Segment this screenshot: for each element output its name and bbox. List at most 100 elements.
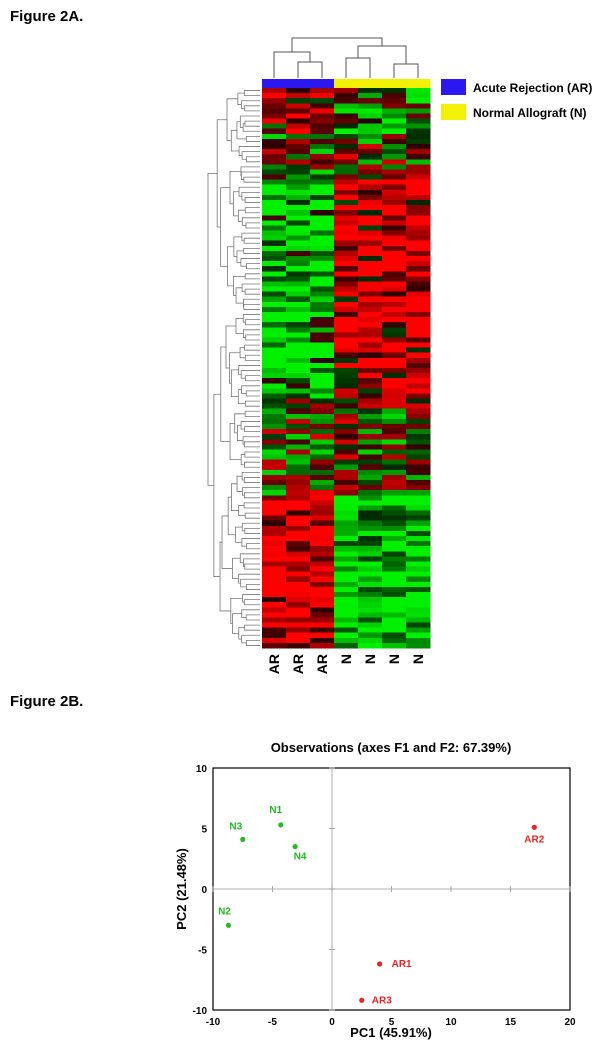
- heatmap-cell: [406, 530, 431, 537]
- heatmap-cell: [310, 424, 335, 430]
- heatmap-cell: [310, 541, 335, 547]
- heatmap-cell: [262, 556, 287, 562]
- heatmap-cell: [310, 434, 335, 440]
- heatmap-cell: [286, 602, 311, 608]
- heatmap-cell: [406, 485, 431, 491]
- heatmap-cell: [358, 98, 383, 104]
- dendrogram-branch: [243, 477, 260, 483]
- heatmap-cell: [286, 276, 311, 282]
- x-tick-label: 0: [329, 1017, 335, 1028]
- heatmap-cell: [310, 296, 335, 303]
- heatmap-cell: [382, 393, 407, 399]
- dendrogram-branch: [236, 250, 244, 263]
- dendrogram-branch: [244, 451, 260, 458]
- dendrogram-branch: [243, 502, 260, 509]
- heatmap-cell: [406, 515, 431, 522]
- heatmap-cell: [406, 378, 431, 384]
- heatmap-cell: [334, 352, 359, 359]
- heatmap-cell: [334, 332, 359, 338]
- heatmap-cell: [310, 607, 335, 613]
- dendrogram-branch: [243, 298, 260, 308]
- heatmap-cell: [262, 118, 287, 124]
- heatmap-cell: [406, 388, 431, 394]
- heatmap-cell: [286, 642, 311, 649]
- heatmap-cell: [334, 485, 359, 491]
- heatmap-cell: [262, 266, 287, 272]
- heatmap-cell: [382, 561, 407, 567]
- heatmap-cell: [382, 368, 407, 374]
- heatmap-cell: [334, 296, 359, 303]
- heatmap-cell: [262, 301, 287, 308]
- heatmap-cell: [286, 362, 311, 369]
- heatmap-cell: [334, 480, 359, 486]
- heatmap-cell: [262, 597, 287, 603]
- heatmap-cell: [406, 230, 431, 236]
- heatmap-cell: [358, 108, 383, 114]
- data-label-n2: N2: [218, 906, 231, 917]
- heatmap-cell: [286, 515, 311, 522]
- dendrogram-branch: [236, 121, 247, 140]
- heatmap-cell: [262, 398, 287, 404]
- heatmap-cell: [286, 429, 311, 435]
- heatmap-cell: [358, 159, 383, 165]
- heatmap-cell: [334, 541, 359, 547]
- heatmap-cell: [310, 449, 335, 455]
- column-group-cell: [286, 79, 311, 88]
- dendrogram-branch: [240, 370, 260, 379]
- heatmap-cell: [382, 495, 407, 501]
- heatmap-cell: [310, 93, 335, 99]
- heatmap-cell: [310, 144, 335, 150]
- heatmap-cell: [358, 352, 383, 359]
- heatmap-cell: [286, 541, 311, 547]
- heatmap-cell: [310, 332, 335, 338]
- heatmap-cell: [382, 220, 407, 226]
- heatmap-cell: [310, 510, 335, 516]
- heatmap-cell: [382, 357, 407, 364]
- heatmap-cell: [334, 429, 359, 435]
- heatmap-cell: [262, 480, 287, 486]
- heatmap-cell: [406, 469, 431, 476]
- dendrogram-branch: [226, 98, 238, 142]
- heatmap-cell: [406, 225, 431, 231]
- heatmap-cell: [358, 637, 383, 644]
- heatmap-cell: [310, 225, 335, 231]
- heatmap-cell: [262, 332, 287, 338]
- heatmap-cell: [334, 383, 359, 389]
- heatmap-cell: [286, 113, 311, 119]
- heatmap-cell: [262, 551, 287, 557]
- heatmap-cell: [334, 225, 359, 231]
- heatmap-cell: [382, 515, 407, 522]
- heatmap-cell: [286, 123, 311, 130]
- heatmap-cell: [334, 388, 359, 394]
- heatmap-cell: [262, 200, 287, 206]
- heatmap-cell: [358, 418, 383, 425]
- heatmap-cell: [382, 536, 407, 542]
- heatmap-cell: [262, 184, 287, 191]
- zero-axes: [212, 767, 571, 1011]
- heatmap-cell: [358, 225, 383, 231]
- heatmap-cell: [382, 322, 407, 328]
- dendrogram-branch: [244, 120, 260, 127]
- heatmap-cell: [310, 561, 335, 567]
- dendrogram-branch: [234, 413, 246, 434]
- heatmap-cell: [334, 306, 359, 313]
- heatmap-cell: [382, 607, 407, 613]
- heatmap-cell: [358, 525, 383, 532]
- dendrogram-branch: [243, 492, 260, 499]
- heatmap-cell: [286, 551, 311, 557]
- heatmap-cell: [310, 128, 335, 135]
- heatmap-cell: [262, 449, 287, 455]
- heatmap-cell: [406, 418, 431, 425]
- heatmap-cell: [334, 398, 359, 404]
- heatmap-cell: [358, 434, 383, 440]
- heatmap-cell: [262, 276, 287, 282]
- heatmap-cell: [358, 408, 383, 415]
- heatmap-cell: [310, 408, 335, 415]
- heatmap-cell: [310, 617, 335, 623]
- heatmap-cell: [358, 586, 383, 593]
- heatmap-cell: [382, 464, 407, 471]
- heatmap-cell: [334, 93, 359, 99]
- heatmap-cell: [334, 622, 359, 628]
- data-point-n1: [278, 822, 284, 828]
